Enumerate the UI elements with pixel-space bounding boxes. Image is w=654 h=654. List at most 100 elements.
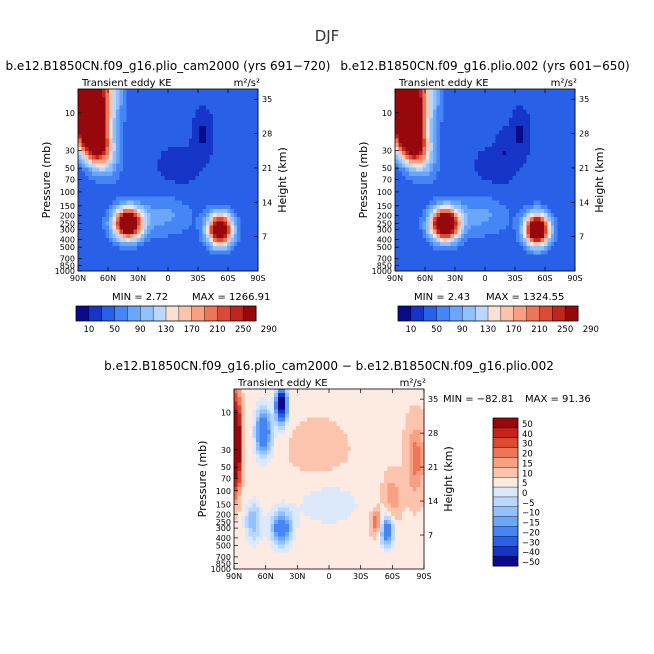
heat-cell [502,192,507,198]
heat-cell [554,109,559,115]
heat-cell [143,122,148,127]
heat-cell [523,258,528,264]
heat-cell [230,93,235,98]
heat-cell [157,109,162,115]
heat-cell [557,208,562,214]
heat-cell [240,105,245,111]
heat-cell [88,122,93,127]
heat-cell [88,184,93,189]
heat-cell [223,171,228,177]
heat-cell [81,134,86,140]
heat-cell [561,266,566,272]
heat-cell [78,151,83,156]
heat-cell [568,159,573,165]
heat-cell [168,258,173,264]
heat-cell [453,146,458,152]
heat-cell [512,163,517,169]
heat-cell [247,163,252,169]
heat-cell [533,262,538,268]
heat-cell [95,159,100,165]
heat-cell [405,225,410,231]
heat-cell [398,242,403,247]
heat-cell [498,204,503,210]
heat-cell [252,405,257,411]
heat-cell [564,180,569,185]
heat-cell [453,155,458,160]
heat-cell [419,237,424,243]
heat-cell [202,89,207,94]
heat-cell [564,113,569,119]
heat-cell [450,101,455,107]
heat-cell [509,155,514,160]
heat-cell [126,213,131,218]
heat-cell [244,519,250,525]
heat-cell [185,200,190,206]
heat-cell [171,126,176,131]
heat-cell [440,155,445,160]
heat-cell [446,262,451,268]
heat-cell [433,221,438,227]
heat-cell [526,105,531,111]
heat-cell [422,184,427,189]
heat-cell [561,93,566,98]
heat-cell [188,196,193,202]
heat-cell [398,262,403,268]
heat-cell [526,200,531,206]
heat-cell [237,204,242,210]
heat-cell [126,93,131,98]
heat-cell [213,89,218,94]
heat-cell [178,155,183,160]
heat-cell [471,254,476,260]
heat-cell [161,175,166,181]
heat-cell [219,225,224,231]
heat-cell [530,192,535,198]
heat-cell [415,138,420,144]
heat-cell [450,109,455,115]
heat-cell [478,167,483,173]
heat-cell [433,113,438,119]
heat-cell [450,204,455,210]
heat-cell [102,254,107,260]
heat-cell [433,97,438,103]
heat-cell [168,184,173,189]
heat-cell [523,159,528,165]
heat-cell [126,159,131,165]
heat-cell [237,175,242,181]
heat-cell [140,175,145,181]
heat-cell [244,163,249,169]
heat-cell [171,192,176,198]
heat-cell [481,180,486,185]
heat-cell [460,97,465,103]
heat-cell [446,254,451,260]
heat-cell [209,217,214,222]
heat-cell [133,246,138,251]
heat-cell [491,233,496,239]
heat-cell [523,266,528,272]
heat-cell [209,171,214,177]
heat-cell [213,163,218,169]
heat-cell [78,254,83,260]
heat-cell [84,246,89,251]
heat-cell [429,254,434,260]
heat-cell [446,266,451,272]
heat-cell [457,188,462,194]
heat-cell [174,262,179,268]
heat-cell [223,105,228,111]
heat-cell [241,556,246,562]
heat-cell [561,184,566,189]
heat-cell [408,225,413,231]
panel-max: MAX = 1266.91 [192,292,270,303]
heat-cell [450,200,455,206]
heat-cell [502,105,507,111]
heat-cell [133,229,138,235]
heat-cell [251,266,256,272]
heat-cell [512,109,517,115]
heat-cell [164,266,169,272]
heat-cell [244,409,250,415]
heat-cell [523,180,528,185]
heat-cell [495,122,500,127]
heat-cell [530,237,535,243]
heat-cell [241,491,246,496]
heat-cell [143,93,148,98]
heat-cell [129,101,134,107]
